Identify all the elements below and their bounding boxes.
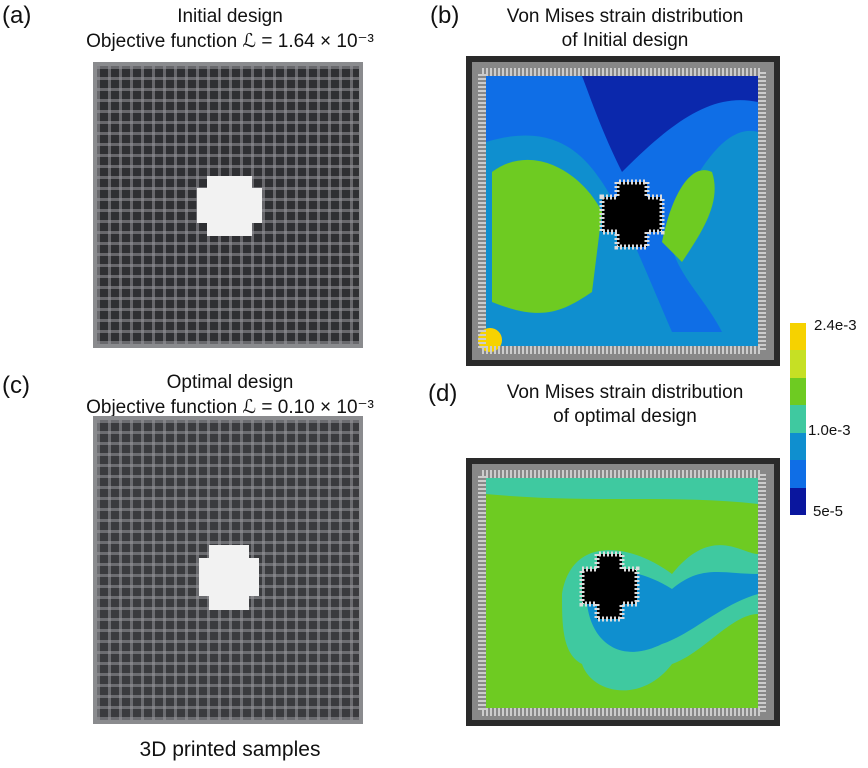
panel-c-title: Optimal design — [166, 372, 294, 393]
panel-b-label: (b) — [430, 2, 460, 29]
panel-a-label: (a) — [2, 2, 32, 29]
colorbar-max-label: 2.4e-3 — [814, 317, 857, 334]
optimal-design-photo — [97, 420, 359, 720]
panel-c-label: (c) — [2, 372, 30, 399]
colorbar-segment — [790, 432, 806, 461]
colorbar-segment — [790, 460, 806, 488]
colorbar-segment — [790, 350, 806, 378]
colorbar-segment — [790, 405, 806, 433]
panel-d-title-1: Von Mises strain distribution — [506, 382, 744, 403]
optimal-strain-map — [466, 458, 780, 726]
colorbar-segment — [790, 377, 806, 406]
panel-b-title-2: of Initial design — [561, 30, 689, 51]
panel-c-objective: Objective function ℒ = 0.10 × 10⁻³ — [86, 397, 374, 418]
initial-strain-map — [466, 56, 780, 366]
colorbar-segment — [790, 323, 806, 351]
initial-design-photo — [97, 66, 359, 344]
colorbar-mid-label: 1.0e-3 — [808, 422, 851, 439]
panel-a-objective: Objective function ℒ = 1.64 × 10⁻³ — [86, 31, 374, 52]
caption: 3D printed samples — [139, 738, 321, 761]
colorbar-segment — [790, 487, 806, 515]
panel-b-title-1: Von Mises strain distribution — [506, 6, 744, 27]
panel-d-title-2: of optimal design — [553, 406, 697, 427]
panel-d-label: (d) — [428, 380, 458, 407]
colorbar-min-label: 5e-5 — [813, 503, 844, 520]
panel-a-title: Initial design — [177, 6, 283, 27]
colorbar — [790, 323, 806, 515]
